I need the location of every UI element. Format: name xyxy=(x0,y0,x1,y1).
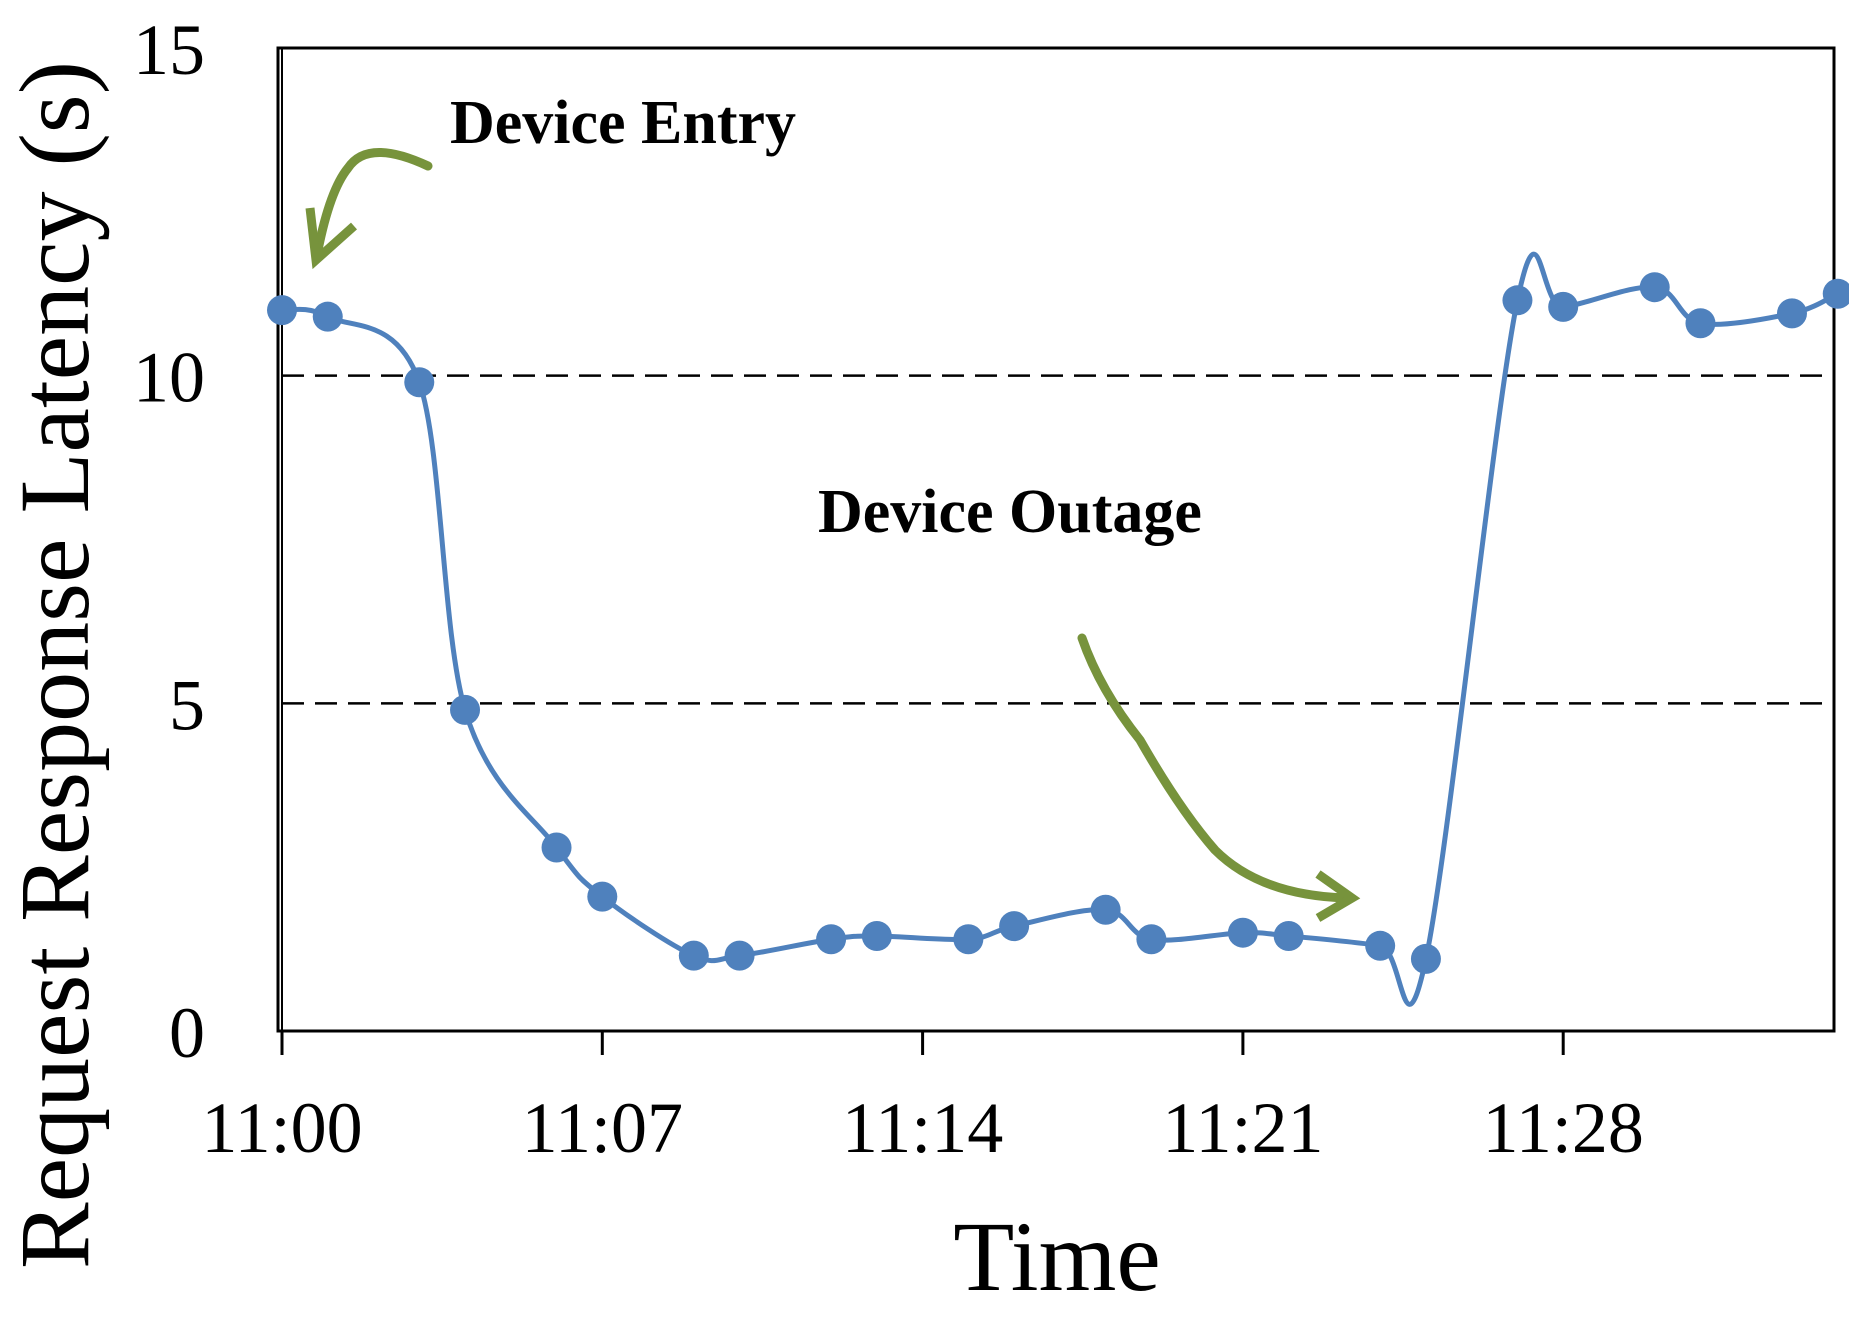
series-line-0 xyxy=(281,251,1839,1007)
data-point-11:03 xyxy=(404,367,435,398)
gridlines xyxy=(282,374,1834,705)
x-tick-label-11:07: 11:07 xyxy=(522,1088,683,1168)
data-point-11:13 xyxy=(861,920,892,951)
data-point-11:04 xyxy=(450,694,481,725)
data-point-11:25 xyxy=(1410,943,1441,974)
x-tick-label-11:28: 11:28 xyxy=(1483,1088,1644,1168)
annotation-device-outage: Device Outage xyxy=(818,478,1361,922)
plot-frame xyxy=(276,46,1836,1033)
data-point-11:21 xyxy=(1227,917,1258,948)
annotation-device-outage-arrowhead xyxy=(1315,870,1361,922)
y-tick-label-5: 5 xyxy=(169,665,205,745)
axis-ticks: 0 5 10 15 11:00 11:07 11:14 11:21 11:28 xyxy=(133,10,1644,1168)
data-point-11:00 xyxy=(267,295,297,326)
annotation-device-outage-arrow xyxy=(1077,633,1350,903)
data-point-11:30 xyxy=(1639,272,1670,303)
data-point-11:16 xyxy=(999,911,1030,942)
x-axis-title: Time xyxy=(953,1201,1161,1312)
series-latency xyxy=(267,251,1849,1007)
x-tick-label-11:21: 11:21 xyxy=(1162,1088,1323,1168)
x-tick-label-11:00: 11:00 xyxy=(201,1088,362,1168)
data-point-11:18 xyxy=(1090,894,1121,925)
data-point-11:19 xyxy=(1136,924,1167,955)
y-tick-label-0: 0 xyxy=(169,993,205,1073)
y-tick-label-10: 10 xyxy=(133,338,205,418)
data-point-11:06 xyxy=(541,832,572,863)
data-point-11:22 xyxy=(1273,920,1304,951)
data-point-11:34 xyxy=(1822,278,1849,309)
y-tick-label-15: 15 xyxy=(133,10,205,90)
data-point-11:01 xyxy=(312,301,343,332)
annotation-device-entry-label: Device Entry xyxy=(450,89,796,157)
annotation-device-outage-label: Device Outage xyxy=(818,478,1202,546)
annotation-device-entry-arrowhead xyxy=(305,207,358,270)
data-point-11:15 xyxy=(953,924,984,955)
data-point-11:12 xyxy=(816,924,847,955)
data-point-11:10 xyxy=(724,940,755,971)
y-axis-title: Request Response Latency (s) xyxy=(0,61,110,1269)
annotation-device-entry-arrow xyxy=(313,148,433,255)
data-point-11:31 xyxy=(1685,308,1716,339)
data-point-11:28 xyxy=(1548,291,1579,322)
x-tick-label-11:14: 11:14 xyxy=(842,1088,1003,1168)
data-point-11:24 xyxy=(1365,930,1396,961)
data-point-11:07 xyxy=(587,881,618,912)
data-point-11:09 xyxy=(678,940,709,971)
annotation-device-entry: Device Entry xyxy=(305,89,796,270)
data-point-11:27 xyxy=(1502,285,1533,316)
data-point-11:33 xyxy=(1776,298,1807,329)
